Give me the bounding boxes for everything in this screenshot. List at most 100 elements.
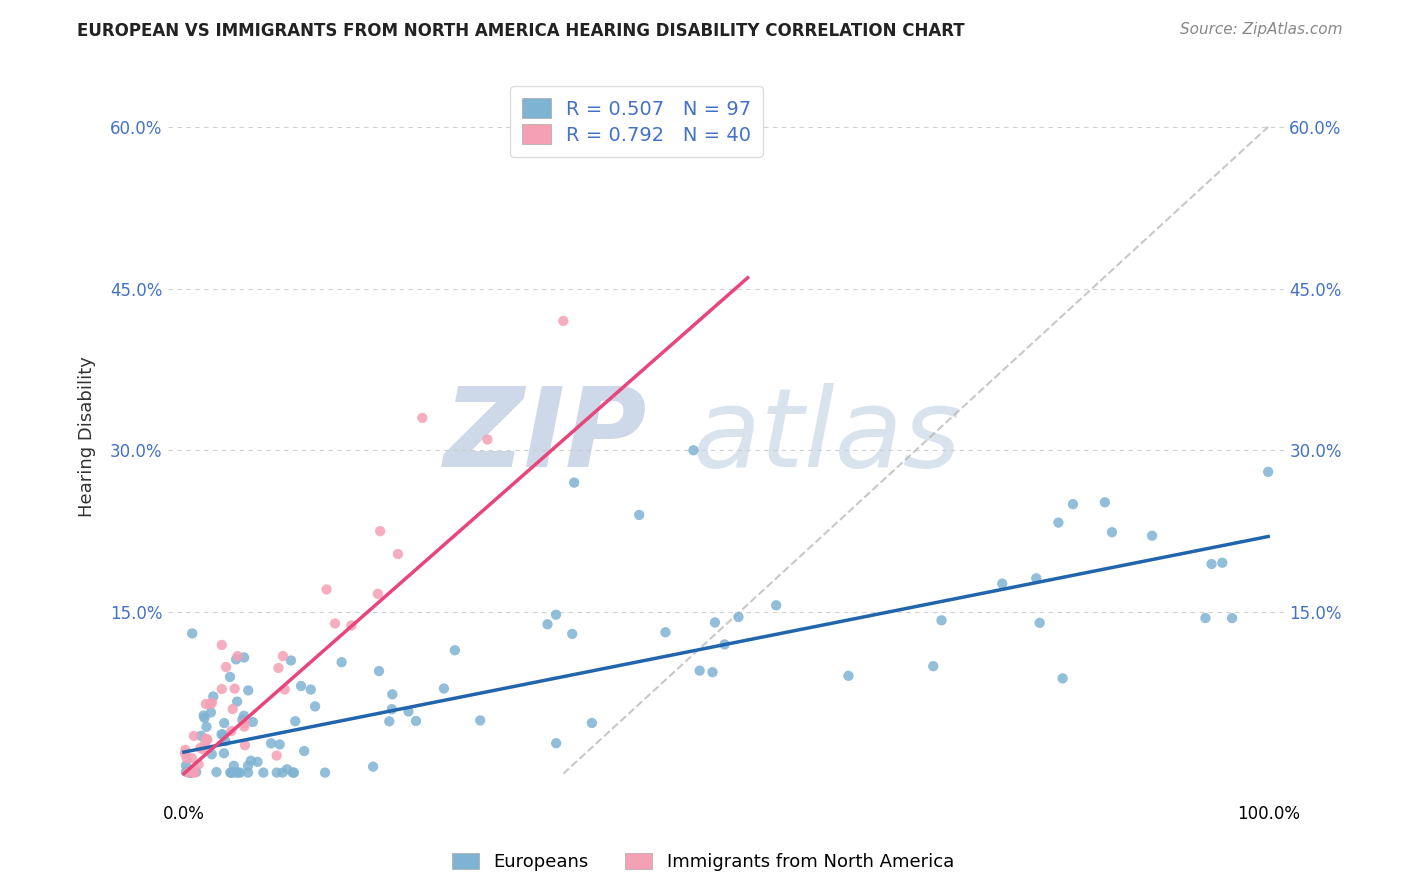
Point [765, 599, 787, 613]
Point [201, 747, 224, 762]
Point [546, 736, 568, 750]
Point [315, 582, 337, 597]
Point [181, 765, 204, 780]
Point [477, 433, 499, 447]
Point [1052, 672, 1074, 686]
Point [1211, 556, 1233, 570]
Text: Source: ZipAtlas.com: Source: ZipAtlas.com [1180, 22, 1343, 37]
Point [238, 683, 260, 698]
Point [225, 765, 247, 780]
Point [187, 757, 209, 772]
Point [222, 759, 245, 773]
Point [1201, 557, 1223, 571]
Point [562, 475, 585, 490]
Point [536, 617, 558, 632]
Point [221, 724, 243, 739]
Point [180, 751, 202, 765]
Legend: Europeans, Immigrants from North America: Europeans, Immigrants from North America [444, 846, 962, 879]
Legend: R = 0.507   N = 97, R = 0.792   N = 40: R = 0.507 N = 97, R = 0.792 N = 40 [510, 87, 763, 157]
Point [654, 625, 676, 640]
Point [215, 660, 238, 674]
Point [226, 649, 249, 664]
Point [177, 765, 200, 780]
Point [273, 682, 295, 697]
Point [190, 729, 212, 743]
Point [252, 765, 274, 780]
Point [180, 765, 202, 780]
Point [704, 615, 727, 630]
Point [581, 716, 603, 731]
Point [266, 748, 288, 763]
Point [181, 626, 204, 640]
Point [193, 742, 215, 756]
Point [194, 697, 217, 711]
Point [444, 643, 467, 657]
Point [183, 729, 205, 743]
Point [195, 731, 218, 746]
Point [561, 627, 583, 641]
Text: ZIP: ZIP [444, 384, 648, 491]
Point [232, 708, 254, 723]
Point [727, 610, 749, 624]
Point [271, 765, 294, 780]
Point [246, 755, 269, 769]
Point [368, 524, 391, 538]
Point [236, 758, 259, 772]
Point [470, 714, 492, 728]
Point [179, 765, 201, 780]
Text: EUROPEAN VS IMMIGRANTS FROM NORTH AMERICA HEARING DISABILITY CORRELATION CHART: EUROPEAN VS IMMIGRANTS FROM NORTH AMERIC… [77, 22, 965, 40]
Point [269, 738, 291, 752]
Point [290, 679, 312, 693]
Point [368, 664, 391, 678]
Point [195, 720, 218, 734]
Point [195, 732, 218, 747]
Point [174, 758, 197, 772]
Point [176, 751, 198, 765]
Point [219, 765, 242, 780]
Point [224, 681, 246, 696]
Point [1025, 571, 1047, 585]
Point [239, 754, 262, 768]
Point [292, 744, 315, 758]
Point [183, 765, 205, 780]
Point [190, 740, 212, 755]
Point [228, 765, 250, 780]
Point [628, 508, 651, 522]
Y-axis label: Hearing Disability: Hearing Disability [79, 357, 96, 517]
Point [553, 314, 575, 328]
Point [233, 650, 256, 665]
Point [713, 637, 735, 651]
Point [236, 765, 259, 780]
Point [226, 695, 249, 709]
Point [689, 664, 711, 678]
Point [212, 746, 235, 760]
Point [284, 714, 307, 729]
Point [433, 681, 456, 696]
Point [233, 720, 256, 734]
Point [229, 765, 252, 780]
Point [361, 759, 384, 773]
Point [186, 764, 208, 779]
Point [702, 665, 724, 680]
Point [405, 714, 427, 728]
Point [1094, 495, 1116, 509]
Point [211, 727, 233, 741]
Point [1047, 516, 1070, 530]
Point [205, 765, 228, 780]
Point [221, 765, 243, 780]
Point [381, 702, 404, 716]
Point [219, 670, 242, 684]
Point [260, 736, 283, 750]
Point [398, 705, 420, 719]
Point [242, 714, 264, 729]
Point [202, 690, 225, 704]
Point [231, 713, 253, 727]
Point [212, 716, 235, 731]
Point [1257, 465, 1279, 479]
Point [1062, 497, 1084, 511]
Point [340, 618, 363, 632]
Point [387, 547, 409, 561]
Point [173, 747, 195, 761]
Point [233, 716, 256, 731]
Point [214, 734, 236, 748]
